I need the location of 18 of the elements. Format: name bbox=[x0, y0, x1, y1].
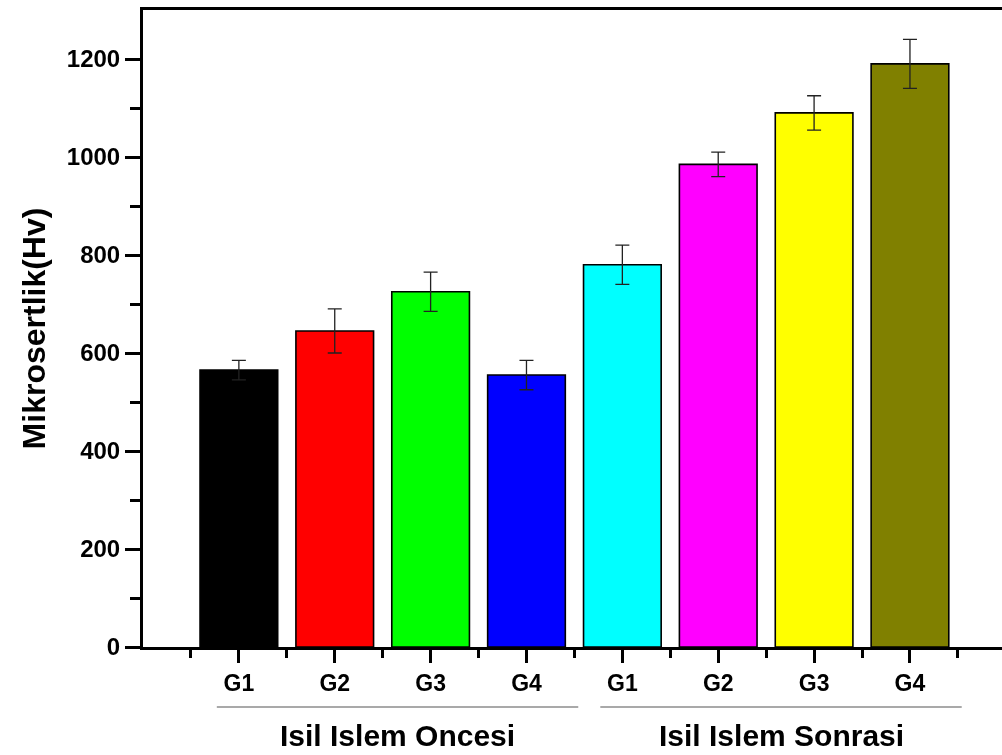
y-tick-label: 200 bbox=[80, 535, 121, 563]
text: Isil Islem Oncesi bbox=[280, 719, 516, 752]
x-tick-label: G1 bbox=[223, 669, 255, 696]
y-tick-label: 1200 bbox=[66, 45, 121, 73]
x-tick-label: G4 bbox=[511, 669, 543, 696]
x-tick-label: G4 bbox=[894, 669, 926, 696]
y-axis-title: Mikrosertlik(Hv) bbox=[16, 207, 53, 450]
x-tick-label: G3 bbox=[415, 669, 446, 696]
x-tick-label: G3 bbox=[798, 669, 830, 696]
text: Isil Islem Sonrasi bbox=[659, 719, 905, 752]
y-tick-label: 1000 bbox=[66, 143, 121, 171]
y-tick-label: 800 bbox=[80, 241, 121, 269]
y-tick-label: 400 bbox=[80, 437, 121, 465]
x-tick-label: G2 bbox=[702, 669, 734, 696]
y-tick-label: 600 bbox=[80, 339, 121, 367]
y-tick-label: 0 bbox=[106, 633, 121, 661]
x-tick-label: G2 bbox=[319, 669, 351, 696]
x-tick-label: G1 bbox=[607, 669, 638, 696]
